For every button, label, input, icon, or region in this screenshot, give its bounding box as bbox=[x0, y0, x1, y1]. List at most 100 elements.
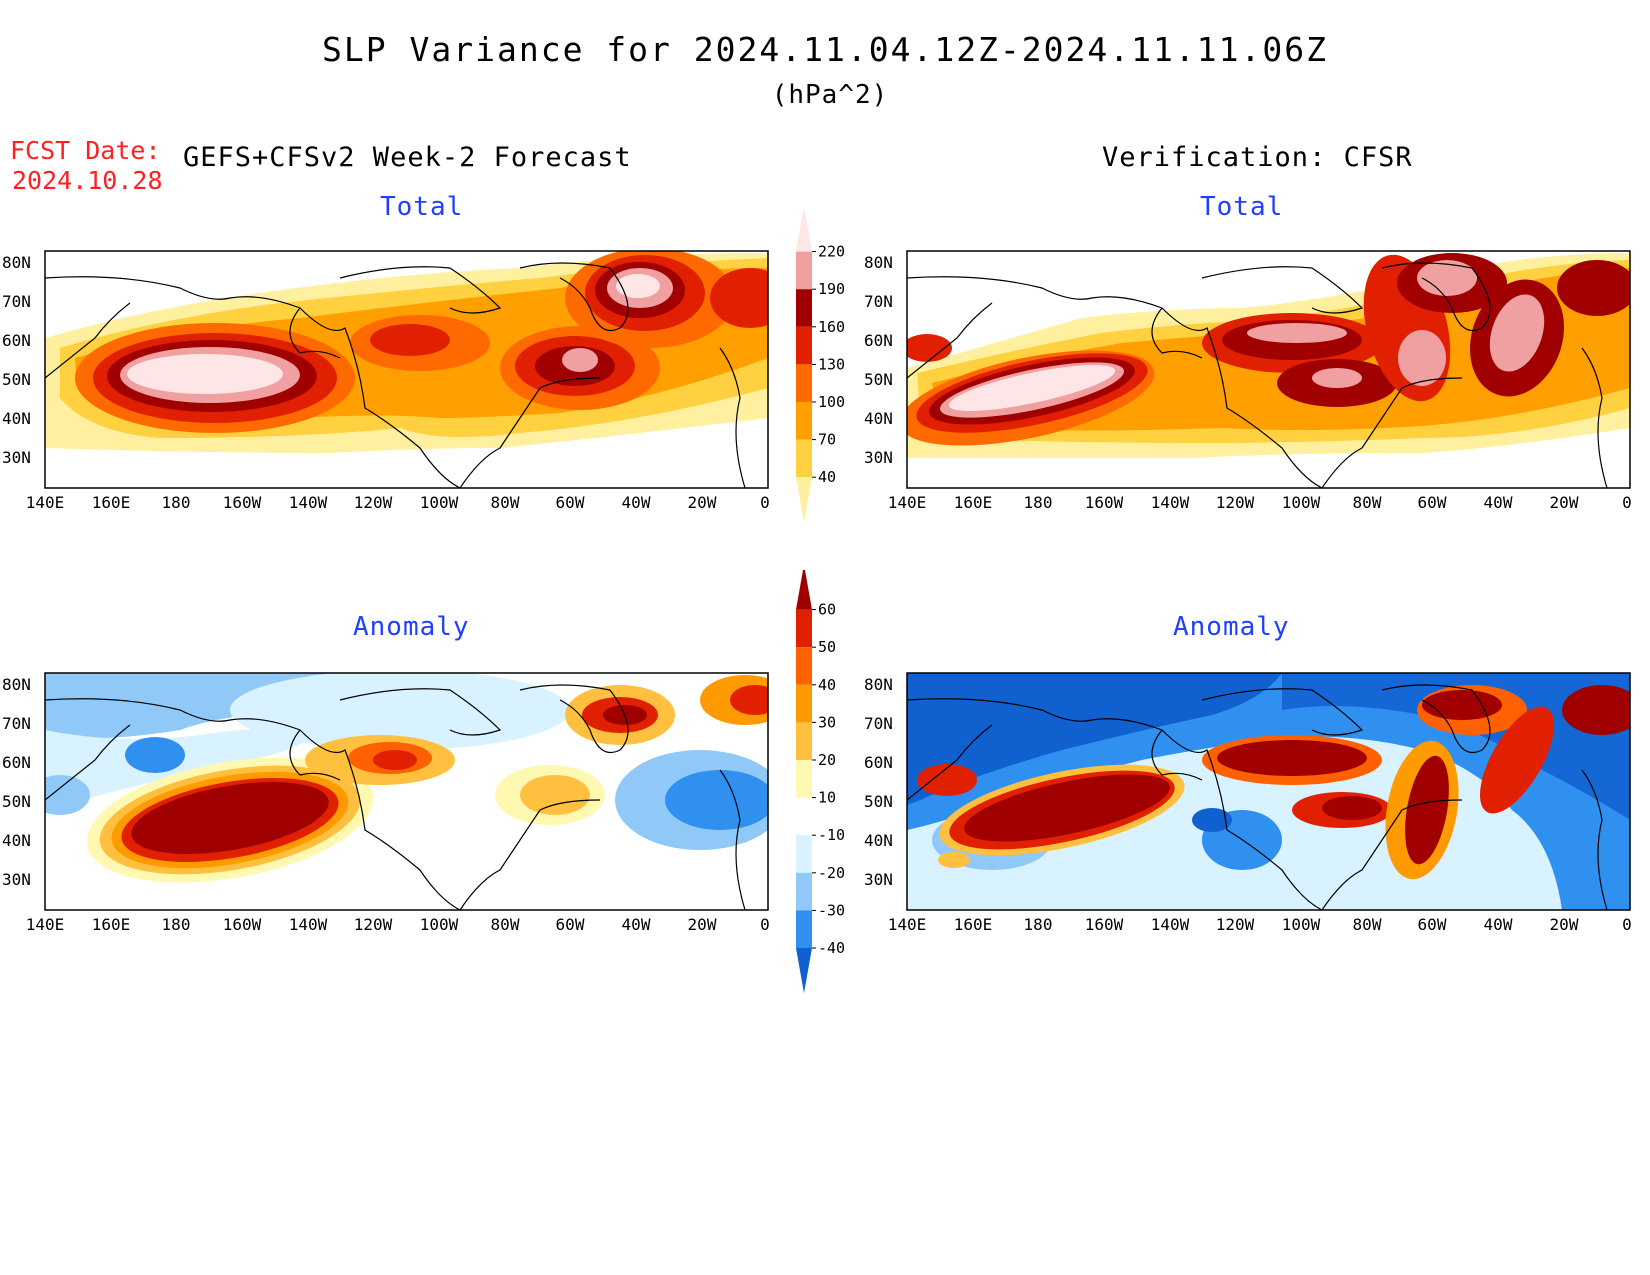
colorbar-swatch bbox=[796, 609, 812, 648]
lat-label: 70N bbox=[864, 714, 893, 733]
lon-label: 140W bbox=[1151, 915, 1190, 934]
lon-label: 20W bbox=[1550, 915, 1579, 934]
colorbar-level-label: 130 bbox=[818, 355, 845, 373]
forecast-anomaly-title: Anomaly bbox=[353, 612, 470, 642]
lon-label: 80W bbox=[1353, 915, 1382, 934]
lon-label: 120W bbox=[354, 493, 393, 512]
lat-label: 40N bbox=[864, 831, 893, 850]
colorbar-level-label: 70 bbox=[818, 431, 836, 449]
total-colorbar: 40 70 100 130 160 190 220 bbox=[796, 210, 845, 523]
forecast-anomaly-lat-axis: 80N 70N 60N 50N 40N 30N bbox=[2, 675, 31, 889]
figure-title: SLP Variance for 2024.11.04.12Z-2024.11.… bbox=[322, 30, 1328, 69]
verification-anomaly-map: 80N 70N 60N 50N 40N 30N 140E 160E 180 16… bbox=[864, 672, 1632, 934]
lat-label: 80N bbox=[2, 675, 31, 694]
colorbar-level-label: 220 bbox=[818, 243, 845, 261]
colorbar-level-label: 60 bbox=[818, 601, 836, 619]
verification-anomaly-lon-axis: 140E 160E 180 160W 140W 120W 100W 80W 60… bbox=[888, 915, 1632, 934]
verification-anomaly-lat-axis: 80N 70N 60N 50N 40N 30N bbox=[864, 675, 893, 889]
lon-label: 160W bbox=[1085, 493, 1124, 512]
lat-label: 70N bbox=[2, 714, 31, 733]
lon-label: 20W bbox=[688, 493, 717, 512]
lon-label: 60W bbox=[1418, 493, 1447, 512]
anomaly-colorbar: -40 -30 -20 -10 10 20 30 40 50 60 bbox=[796, 570, 845, 994]
colorbar-swatch bbox=[796, 570, 812, 610]
lon-label: 140E bbox=[26, 493, 65, 512]
lon-label: 20W bbox=[1550, 493, 1579, 512]
lon-label: 140E bbox=[888, 915, 927, 934]
lon-label: 80W bbox=[491, 493, 520, 512]
lon-label: 60W bbox=[556, 493, 585, 512]
colorbar-level-label: -20 bbox=[818, 864, 845, 882]
total-colorbar-labels: 40 70 100 130 160 190 220 bbox=[812, 243, 845, 486]
lon-label: 100W bbox=[1282, 493, 1321, 512]
lon-label: 40W bbox=[622, 493, 651, 512]
colorbar-swatch bbox=[796, 439, 812, 478]
anomaly-colorbar-labels: -40 -30 -20 -10 10 20 30 40 50 60 bbox=[812, 601, 845, 957]
lat-label: 40N bbox=[2, 831, 31, 850]
lon-label: 140E bbox=[26, 915, 65, 934]
lon-label: 160E bbox=[92, 915, 131, 934]
lon-label: 180 bbox=[162, 493, 191, 512]
lon-label: 120W bbox=[1216, 915, 1255, 934]
total-colorbar-boxes bbox=[796, 210, 812, 523]
anomaly-colorbar-boxes bbox=[796, 570, 812, 994]
lon-label: 80W bbox=[1353, 493, 1382, 512]
lon-label: 60W bbox=[556, 915, 585, 934]
lon-label: 40W bbox=[1484, 915, 1513, 934]
lon-label: 180 bbox=[162, 915, 191, 934]
lon-label: 160W bbox=[223, 915, 262, 934]
forecast-anomaly-lon-axis: 140E 160E 180 160W 140W 120W 100W 80W 60… bbox=[26, 915, 770, 934]
colorbar-swatch bbox=[796, 210, 812, 252]
lat-label: 30N bbox=[2, 448, 31, 467]
lat-label: 40N bbox=[2, 409, 31, 428]
colorbar-level-label: -40 bbox=[818, 939, 845, 957]
figure-units: (hPa^2) bbox=[771, 80, 889, 110]
lat-label: 50N bbox=[864, 792, 893, 811]
colorbar-swatch bbox=[796, 647, 812, 685]
lon-label: 140E bbox=[888, 493, 927, 512]
colorbar-level-label: 50 bbox=[818, 638, 836, 656]
lon-label: 80W bbox=[491, 915, 520, 934]
lat-label: 70N bbox=[864, 292, 893, 311]
lon-label: 60W bbox=[1418, 915, 1447, 934]
lat-label: 60N bbox=[864, 753, 893, 772]
colorbar-swatch bbox=[796, 948, 812, 994]
lon-label: 180 bbox=[1024, 915, 1053, 934]
lon-label: 140W bbox=[289, 493, 328, 512]
colorbar-swatch bbox=[796, 760, 812, 798]
lon-label: 180 bbox=[1024, 493, 1053, 512]
colorbar-level-label: -30 bbox=[818, 901, 845, 919]
lat-label: 60N bbox=[864, 331, 893, 350]
lat-label: 80N bbox=[2, 253, 31, 272]
colorbar-level-label: 20 bbox=[818, 751, 836, 769]
lon-label: 160E bbox=[954, 915, 993, 934]
forecast-date-label: FCST Date: bbox=[10, 136, 161, 165]
forecast-total-map: 80N 70N 60N 50N 40N 30N 140E 160E 180 16… bbox=[2, 250, 770, 512]
verification-subtitle: Verification: CFSR bbox=[1102, 142, 1413, 173]
lon-label: 0 bbox=[760, 493, 770, 512]
lon-label: 20W bbox=[688, 915, 717, 934]
lat-label: 60N bbox=[2, 753, 31, 772]
colorbar-swatch bbox=[796, 402, 812, 440]
colorbar-level-label: -10 bbox=[818, 826, 845, 844]
colorbar-swatch bbox=[796, 722, 812, 760]
lon-label: 160W bbox=[1085, 915, 1124, 934]
forecast-total-lat-axis: 80N 70N 60N 50N 40N 30N bbox=[2, 253, 31, 467]
lat-label: 30N bbox=[2, 870, 31, 889]
lon-label: 140W bbox=[289, 915, 328, 934]
verification-total-lon-axis: 140E 160E 180 160W 140W 120W 100W 80W 60… bbox=[888, 493, 1632, 512]
lon-label: 160E bbox=[954, 493, 993, 512]
forecast-total-lon-axis: 140E 160E 180 160W 140W 120W 100W 80W 60… bbox=[26, 493, 770, 512]
colorbar-swatch bbox=[796, 835, 812, 873]
colorbar-swatch bbox=[796, 684, 812, 723]
lon-label: 120W bbox=[1216, 493, 1255, 512]
lat-label: 30N bbox=[864, 870, 893, 889]
verification-total-map: 80N 70N 60N 50N 40N 30N 140E 160E 180 16… bbox=[864, 250, 1632, 512]
verification-anomaly-title: Anomaly bbox=[1173, 612, 1290, 642]
verification-total-title: Total bbox=[1200, 192, 1284, 222]
lat-label: 80N bbox=[864, 253, 893, 272]
colorbar-swatch bbox=[796, 910, 812, 948]
lon-label: 100W bbox=[420, 493, 459, 512]
lon-label: 0 bbox=[760, 915, 770, 934]
lat-label: 70N bbox=[2, 292, 31, 311]
